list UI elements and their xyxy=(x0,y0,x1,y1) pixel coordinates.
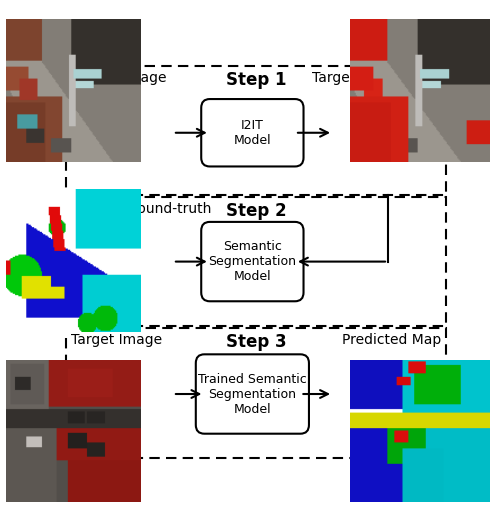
Text: Source ground-truth: Source ground-truth xyxy=(71,202,212,216)
Text: Target-style Image: Target-style Image xyxy=(312,71,442,85)
Text: Step 2: Step 2 xyxy=(226,202,286,220)
Text: Trained Semantic
Segmentation
Model: Trained Semantic Segmentation Model xyxy=(198,372,307,415)
Text: Step 3: Step 3 xyxy=(226,333,286,351)
Text: Step 1: Step 1 xyxy=(226,71,286,89)
FancyBboxPatch shape xyxy=(196,354,309,434)
Text: Predicted Map: Predicted Map xyxy=(342,333,442,347)
FancyBboxPatch shape xyxy=(201,222,304,301)
FancyBboxPatch shape xyxy=(201,99,304,166)
Text: Target Image: Target Image xyxy=(71,333,162,347)
Text: Source Image: Source Image xyxy=(71,71,166,85)
Text: I2IT
Model: I2IT Model xyxy=(234,119,271,147)
Text: Semantic
Segmentation
Model: Semantic Segmentation Model xyxy=(208,240,296,283)
